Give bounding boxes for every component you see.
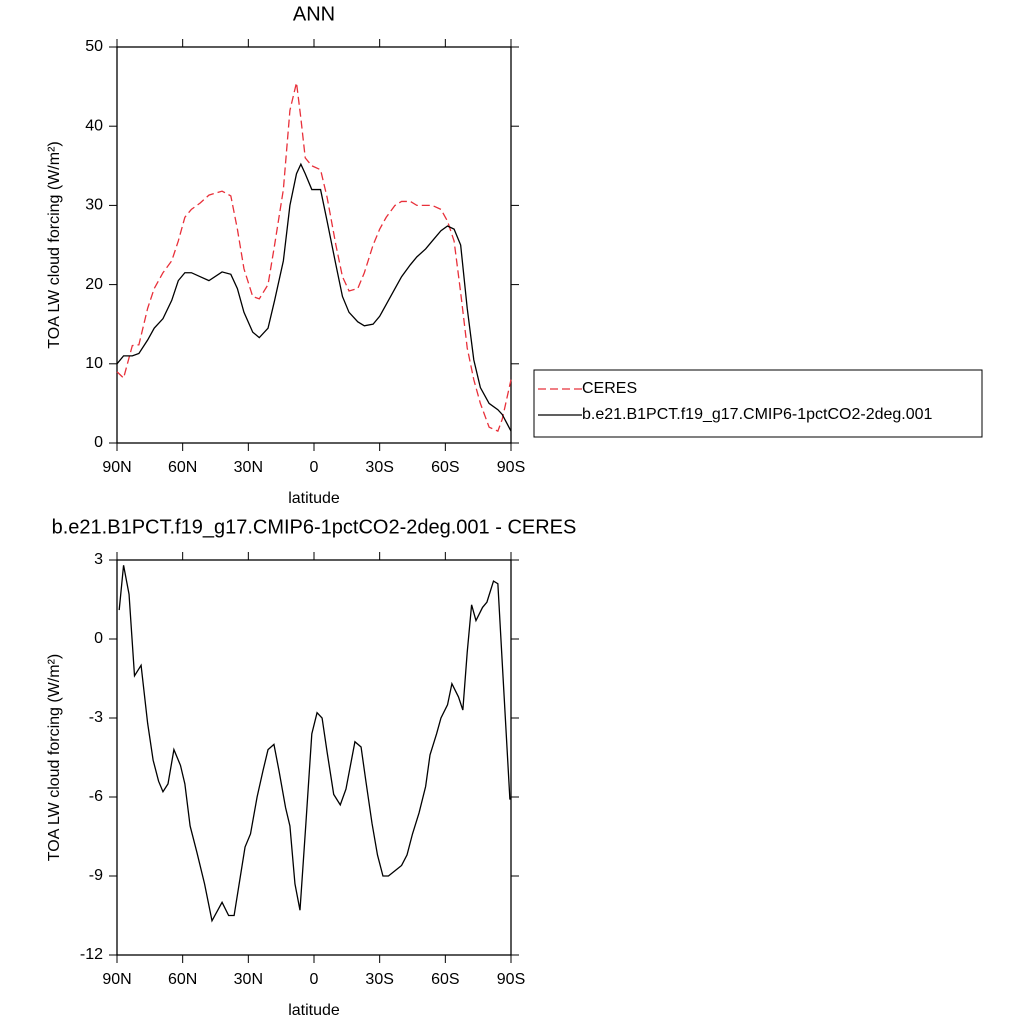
x-tick-label: 90S — [497, 459, 525, 476]
x-tick-label: 60S — [431, 971, 459, 988]
legend: CERES b.e21.B1PCT.f19_g17.CMIP6-1pctCO2-2… — [533, 369, 983, 438]
plot-frame — [116, 46, 512, 444]
legend-label: b.e21.B1PCT.f19_g17.CMIP6-1pctCO2-2deg.0… — [582, 406, 933, 423]
legend-box — [533, 369, 983, 438]
x-tick-label: 0 — [310, 971, 319, 988]
y-tick-label: -12 — [80, 946, 103, 963]
x-axis-label: latitude — [288, 490, 340, 507]
y-tick-label: 30 — [85, 197, 103, 214]
y-tick-label: -3 — [89, 709, 103, 726]
y-tick-label: 20 — [85, 276, 103, 293]
y-tick-label: 40 — [85, 117, 103, 134]
plot-frame — [116, 559, 512, 956]
y-tick-label: -9 — [89, 867, 103, 884]
x-tick-label: 90S — [497, 971, 525, 988]
y-axis-label: TOA LW cloud forcing (W/m²) — [46, 141, 63, 348]
x-tick-label: 30S — [365, 459, 393, 476]
y-tick-label: 0 — [94, 630, 103, 647]
y-tick-label: 3 — [94, 551, 103, 568]
x-tick-label: 30S — [365, 971, 393, 988]
y-axis-label: TOA LW cloud forcing (W/m²) — [46, 654, 63, 861]
x-tick-label: 30N — [234, 971, 263, 988]
x-tick-label: 30N — [234, 459, 263, 476]
y-tick-label: 50 — [85, 38, 103, 55]
x-tick-label: 60S — [431, 459, 459, 476]
x-tick-label: 90N — [102, 971, 131, 988]
y-tick-label: 0 — [94, 434, 103, 451]
data-line — [116, 162, 512, 432]
data-line — [116, 82, 512, 433]
x-tick-label: 60N — [168, 459, 197, 476]
data-line — [118, 565, 511, 923]
chart-title: ANN — [293, 3, 335, 25]
x-tick-label: 60N — [168, 971, 197, 988]
y-tick-label: 10 — [85, 355, 103, 372]
chart-title: b.e21.B1PCT.f19_g17.CMIP6-1pctCO2-2deg.0… — [52, 516, 577, 538]
x-tick-label: 90N — [102, 459, 131, 476]
x-tick-label: 0 — [310, 459, 319, 476]
y-tick-label: -6 — [89, 788, 103, 805]
x-axis-label: latitude — [288, 1002, 340, 1019]
legend-label: CERES — [582, 380, 637, 397]
